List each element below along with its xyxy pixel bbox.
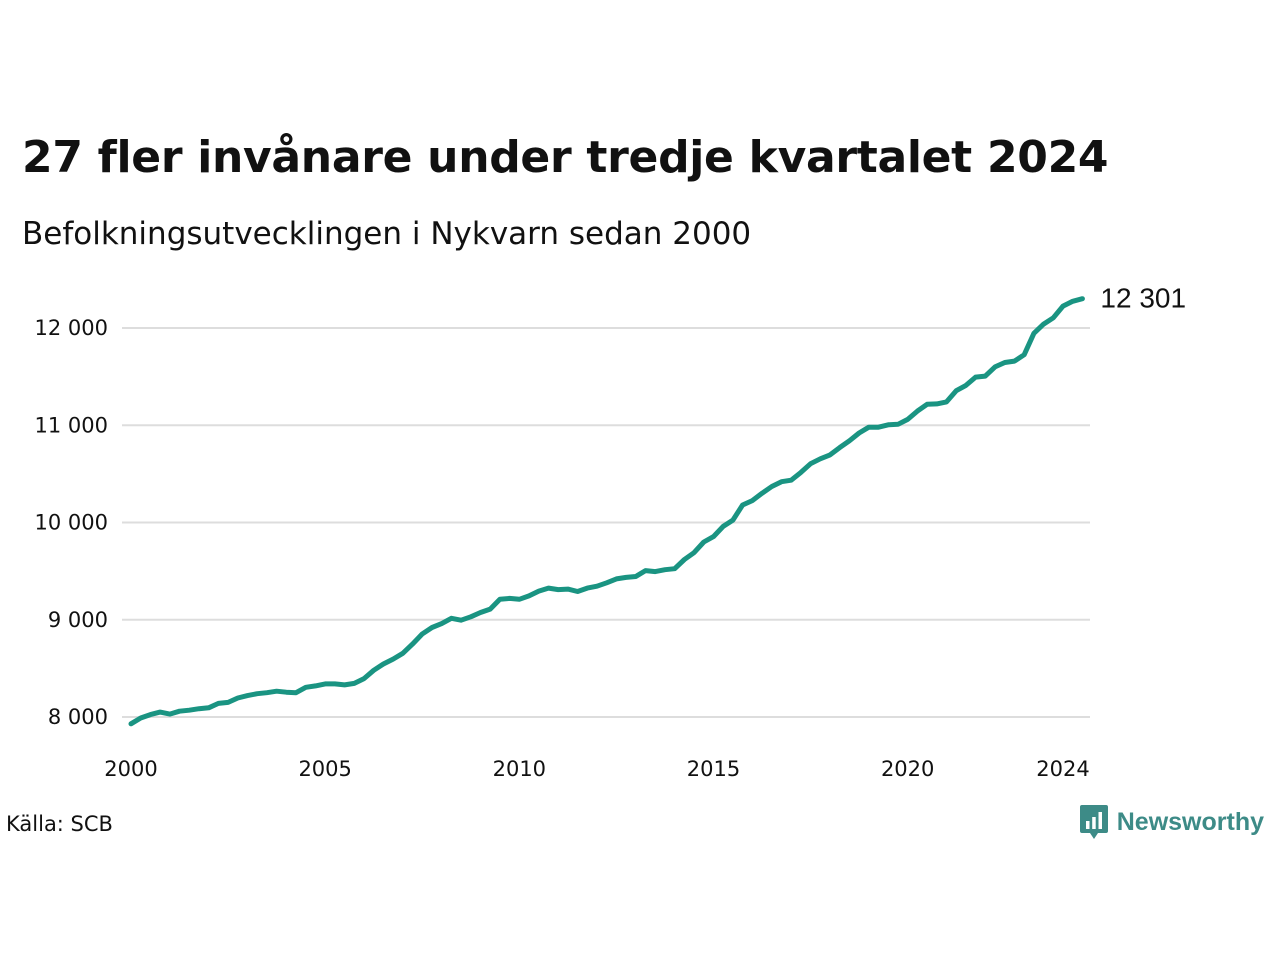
x-axis-tick-labels: 2000 2005 2010 2015 2020 2024	[104, 757, 1089, 781]
x-tick-label: 2000	[104, 757, 157, 781]
brand-logo: Newsworthy	[1079, 804, 1264, 840]
end-value-label: 12 301	[1100, 283, 1186, 314]
y-tick-label: 8 000	[48, 705, 108, 729]
source-note: Källa: SCB	[6, 812, 113, 836]
y-axis-tick-labels: 8 000 9 000 10 000 11 000 12 000	[35, 316, 108, 729]
y-tick-label: 10 000	[35, 511, 108, 535]
x-tick-label: 2024	[1036, 757, 1089, 781]
x-tick-label: 2010	[493, 757, 546, 781]
line-chart: 8 000 9 000 10 000 11 000 12 000 2000 2005 201…	[35, 283, 1187, 781]
series-line	[128, 296, 1085, 727]
grid-lines	[122, 327, 1090, 718]
chart-subtitle: Befolkningsutvecklingen i Nykvarn sedan …	[22, 216, 752, 252]
y-tick-label: 9 000	[48, 608, 108, 632]
bar-chart-pin-icon	[1079, 805, 1108, 839]
y-tick-label: 12 000	[35, 316, 108, 340]
chart-title: 27 fler invånare under tredje kvartalet …	[22, 132, 1109, 183]
x-tick-label: 2005	[298, 757, 351, 781]
series-layer	[128, 296, 1085, 727]
x-tick-label: 2020	[881, 757, 934, 781]
y-tick-label: 11 000	[35, 413, 108, 437]
x-tick-label: 2015	[687, 757, 740, 781]
brand-name: Newsworthy	[1116, 807, 1264, 836]
